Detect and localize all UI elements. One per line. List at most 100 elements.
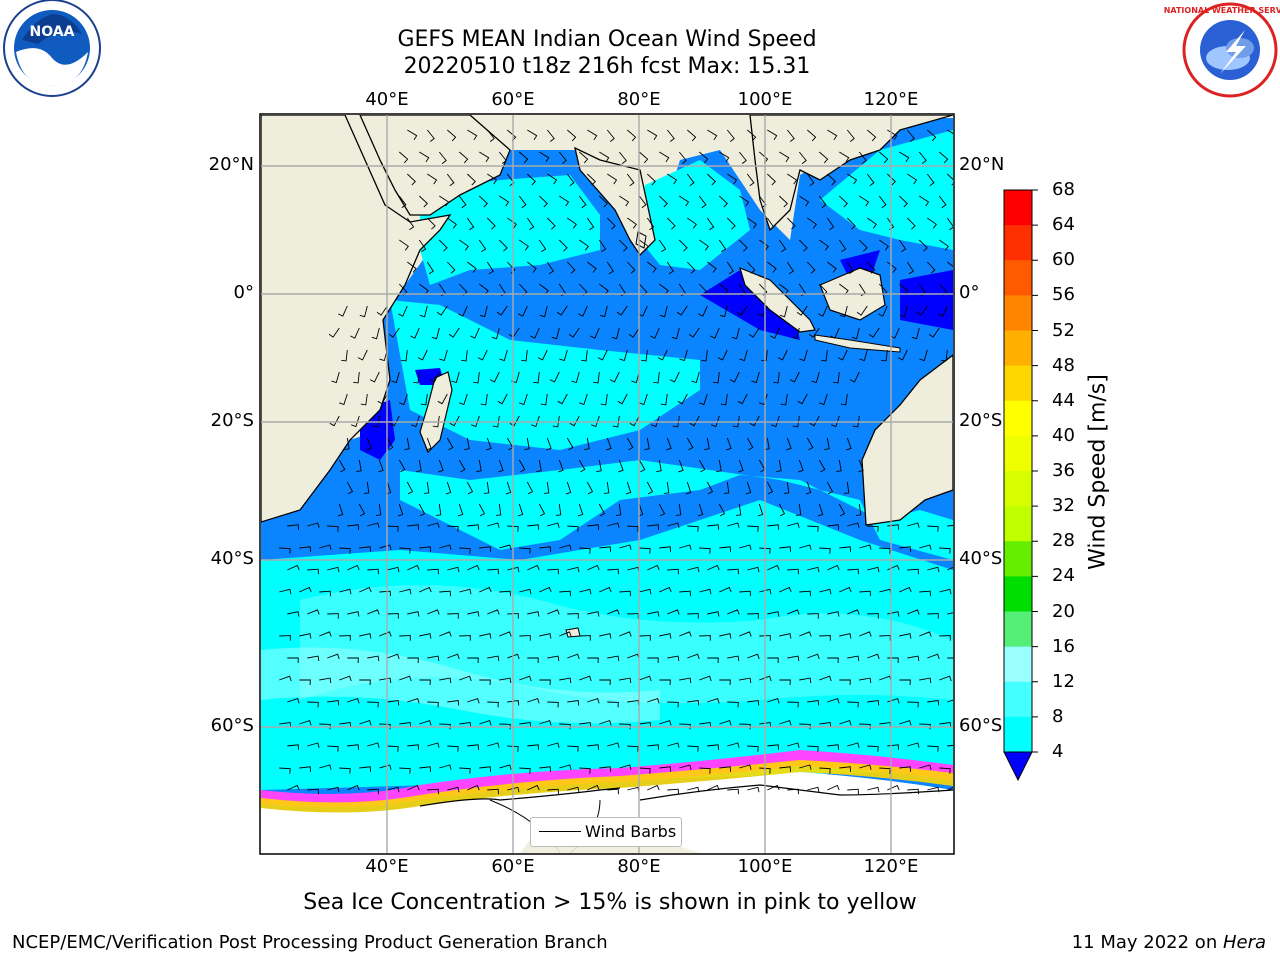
noaa-logo: NOAA xyxy=(3,0,101,97)
wind-barb xyxy=(778,239,787,253)
wind-barb xyxy=(736,305,748,316)
wind-barb xyxy=(890,327,900,339)
wind-barb xyxy=(299,720,312,726)
wind-barb xyxy=(838,239,847,253)
lat-right-label: 20°S xyxy=(959,410,1003,431)
wind-barb xyxy=(411,415,420,428)
wind-barb xyxy=(438,151,447,164)
wind-barb xyxy=(618,459,624,473)
wind-barb xyxy=(808,327,820,338)
wind-barb xyxy=(786,437,792,451)
wind-barb xyxy=(407,657,419,664)
wind-barb xyxy=(527,744,540,750)
wind-barb xyxy=(307,742,320,748)
wind-barb xyxy=(586,217,595,231)
wind-barb xyxy=(559,590,571,597)
wind-barb xyxy=(347,744,360,750)
wind-barb xyxy=(498,151,507,164)
wind-barb xyxy=(549,371,560,383)
wind-barb xyxy=(704,437,710,451)
wind-barb xyxy=(379,544,392,550)
wind-barb xyxy=(919,764,932,770)
wind-barb xyxy=(770,327,780,339)
wind-barb xyxy=(663,481,670,494)
wind-barb xyxy=(792,415,800,428)
wind-barb xyxy=(477,349,488,361)
wind-barb xyxy=(327,786,340,793)
wind-barb xyxy=(666,217,676,230)
wind-barb xyxy=(287,611,300,617)
wind-barb xyxy=(911,327,920,340)
wind-barb xyxy=(859,677,872,684)
wind-barb xyxy=(879,239,889,251)
wind-barb xyxy=(618,283,626,297)
wind-barb xyxy=(487,173,498,185)
wind-barb xyxy=(739,544,752,550)
colorbar-tick-label: 8 xyxy=(1052,705,1064,727)
wind-barb xyxy=(767,657,779,664)
wind-barb xyxy=(398,195,407,209)
wind-barb xyxy=(859,764,872,770)
wind-barb xyxy=(519,588,532,595)
wind-barb xyxy=(646,173,656,186)
wind-barb xyxy=(616,305,628,316)
wind-barb xyxy=(367,788,379,795)
colorbar-tick-label: 36 xyxy=(1052,460,1075,481)
wind-barb xyxy=(851,327,860,340)
wind-barb xyxy=(341,349,348,362)
wind-barb xyxy=(546,217,556,230)
wind-barb xyxy=(609,371,620,383)
wind-barb xyxy=(798,283,806,297)
wind-barb xyxy=(467,611,480,617)
wind-barb xyxy=(947,566,953,571)
wind-barb xyxy=(517,503,524,517)
wind-barb xyxy=(344,437,350,451)
colorbar-segment xyxy=(1004,435,1032,472)
wind-barb xyxy=(399,239,409,251)
wind-barb xyxy=(536,459,542,473)
wind-barb xyxy=(779,766,792,772)
wind-barb xyxy=(726,261,734,275)
wind-barb xyxy=(686,173,695,187)
wind-barb xyxy=(579,635,591,641)
wind-barb xyxy=(527,129,538,141)
colorbar xyxy=(1003,189,1038,782)
wind-barb xyxy=(669,371,680,383)
wind-barb xyxy=(867,566,880,573)
wind-barb xyxy=(629,415,640,427)
wind-barb xyxy=(707,698,720,704)
wind-barb xyxy=(597,349,608,361)
wind-barb xyxy=(726,437,732,451)
wind-barb xyxy=(678,151,687,164)
wind-barb xyxy=(735,503,742,516)
wind-barb xyxy=(439,677,452,684)
wind-barb xyxy=(899,720,912,726)
wind-barb xyxy=(846,217,856,230)
wind-barb xyxy=(557,393,568,405)
wind-barb xyxy=(628,327,640,338)
wind-barb xyxy=(907,788,919,795)
wind-barb xyxy=(687,217,697,229)
wind-barb xyxy=(419,633,432,639)
wind-barb xyxy=(527,657,539,664)
wind-barb xyxy=(688,327,700,338)
lat-left-label: 60°S xyxy=(210,715,254,736)
wind-barb xyxy=(407,784,420,791)
wind-barb xyxy=(439,195,450,207)
wind-barb xyxy=(927,699,940,706)
wind-barb xyxy=(707,564,720,571)
wind-barb xyxy=(641,349,648,362)
wind-barb xyxy=(719,283,729,295)
wind-barb xyxy=(767,784,780,791)
wind-barb xyxy=(879,151,889,164)
wind-barb xyxy=(559,677,572,684)
wind-barb xyxy=(372,415,380,428)
wind-barb xyxy=(919,349,928,362)
lat-right-label: 20°N xyxy=(959,154,1005,175)
wind-barb xyxy=(939,588,952,595)
wind-barb xyxy=(827,698,840,704)
colorbar-segment xyxy=(1004,400,1032,437)
wind-barb xyxy=(379,764,392,770)
colorbar-tick-label: 20 xyxy=(1052,600,1075,622)
wind-barb xyxy=(701,349,708,362)
